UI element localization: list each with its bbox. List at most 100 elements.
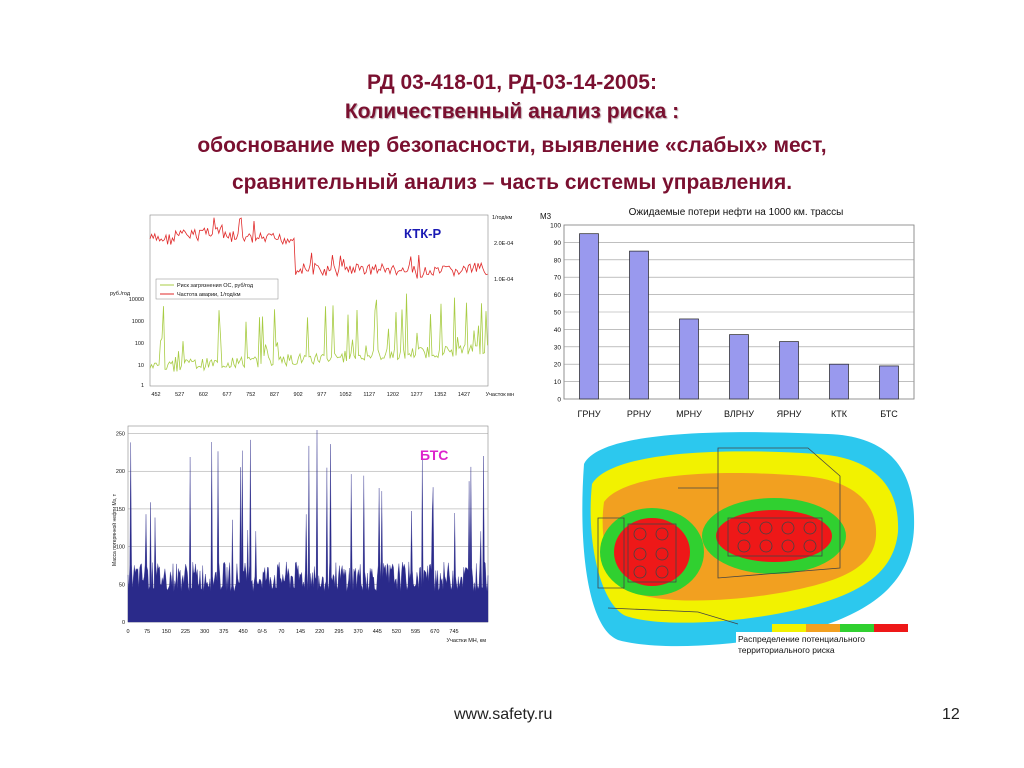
bar-ytick-label: 30 (554, 344, 562, 351)
bar-ytick-label: 20 (554, 362, 562, 369)
bts-xtick-label: 220 (315, 629, 324, 635)
footer-url[interactable]: www.safety.ru (454, 706, 553, 723)
risk-map-caption-line2: территориального риска (738, 645, 835, 655)
bts-label: БТС (420, 447, 448, 463)
risk-map-svg: Распределение потенциального территориал… (582, 432, 915, 658)
ktk-xtick-label: 977 (317, 392, 326, 398)
bts-xtick-label: 670 (430, 629, 439, 635)
ktk-ytick-left: 10 (138, 363, 144, 369)
ktk-xtick-label: 1052 (339, 392, 351, 398)
bar-category-label: РРНУ (627, 409, 652, 419)
bts-ytick-label: 0 (122, 620, 125, 626)
risk-zone-red-left (614, 518, 690, 586)
ktk-chart-svg: Риск загрязнения ОС, руб/год Частота авар… (110, 214, 514, 398)
bts-xtick-label: 0 (126, 629, 129, 635)
bts-ylabel: Масса потерянной нефти Мз, т (111, 493, 118, 566)
bts-xtick-label: 370 (354, 629, 363, 635)
ktk-chart: Риск загрязнения ОС, руб/год Частота авар… (108, 213, 518, 403)
slide-title: РД 03-418-01, РД-03-14-2005: Количествен… (0, 68, 1024, 200)
bar-category-label: ГРНУ (577, 409, 600, 419)
bts-ytick-label: 200 (116, 469, 125, 475)
bts-xtick-label: 520 (392, 629, 401, 635)
title-main: Количественный анализ риска : (344, 100, 680, 123)
ktk-xtick-label: 602 (199, 392, 208, 398)
bar-ytick-label: 70 (554, 275, 562, 282)
ktk-ytick-right: 1.0E-04 (494, 277, 513, 283)
bts-chart-svg: 0 50 100 150 200 250 БТС Масса потерянной нефти… (111, 425, 489, 644)
bar-category-label: КТК (831, 409, 848, 419)
bts-chart: 0 50 100 150 200 250 БТС Масса потерянной нефти… (108, 420, 494, 650)
risk-map: Распределение потенциального территориал… (578, 428, 918, 658)
bar-ytick-label: 50 (554, 310, 562, 317)
ktk-ytick-right: 2.0E-04 (494, 241, 513, 247)
bts-xtick-label: 225 (181, 629, 190, 635)
bar-category-label: МРНУ (676, 409, 702, 419)
ktk-xtick-label: 1127 (363, 392, 375, 398)
ktk-legend-box (155, 278, 279, 300)
ktk-ytick-left: 1 (141, 383, 144, 389)
bar-ytick-label: 0 (557, 397, 561, 404)
page-number: 12 (942, 706, 960, 723)
ktk-xtick-label: 1352 (434, 392, 446, 398)
ktk-ylabel-right: 1/год/км (492, 215, 513, 221)
bts-xtick-label: 375 (219, 629, 228, 635)
title-regulations: РД 03-418-01, РД-03-14-2005: (367, 71, 657, 94)
bar-category-label: БТС (880, 409, 898, 419)
caption-box (736, 632, 914, 658)
site-layout-overlay (597, 447, 841, 625)
risk-scale-bar (738, 624, 908, 632)
ktk-xlabel: Участок мн (486, 392, 514, 398)
bts-xlabel: Участки МН, км (447, 638, 487, 644)
ktk-plot-area (149, 214, 489, 387)
ktk-legend: Риск загрязнения ОС, руб/год Частота авар… (155, 278, 279, 300)
bts-ytick-label: 100 (116, 545, 125, 551)
bar-4 (729, 334, 749, 400)
ktk-ylabel-left: руб./год (110, 291, 131, 297)
bar-chart-svg: Ожидаемые потери нефти на 1000 км. трасс… (540, 206, 915, 419)
bar-5 (779, 341, 799, 400)
bar-ytick-label: 40 (554, 327, 562, 334)
ktk-xtick-label: 1202 (387, 392, 399, 398)
bar-ytick-label: 60 (554, 292, 562, 299)
bar-6 (829, 363, 849, 400)
ktk-xtick-label: 827 (270, 392, 279, 398)
bts-xtick-label: 75 (144, 629, 150, 635)
bts-xtick-label: 595 (411, 629, 420, 635)
ktk-ytick-left: 100 (135, 341, 144, 347)
ktk-label: КТК-Р (404, 226, 441, 241)
ktk-pollution-risk-line (149, 293, 488, 372)
bar-7 (879, 365, 899, 400)
risk-map-caption-line1: Распределение потенциального (738, 634, 865, 644)
ktk-frequency-line (149, 217, 488, 279)
bts-xtick-label: 150 (162, 629, 171, 635)
bts-xtick-label: 0/-5 (257, 629, 266, 635)
ktk-legend-label: Частота аварии, 1/год/км (177, 292, 241, 298)
ktk-xtick-label: 677 (222, 392, 231, 398)
bts-xtick-label: 300 (200, 629, 209, 635)
title-subtitle-line1: обоснование мер безопасности, выявление … (197, 134, 827, 157)
bts-xtick-label: 445 (373, 629, 382, 635)
bar-3 (679, 318, 699, 400)
bts-ytick-label: 150 (116, 507, 125, 513)
ktk-xtick-label: 1277 (410, 392, 422, 398)
bar-chart-title: Ожидаемые потери нефти на 1000 км. трасс… (629, 206, 844, 218)
bar-ytick-label: 90 (554, 240, 562, 247)
bar-category-label: ЯРНУ (777, 409, 802, 419)
bar-1 (579, 233, 599, 400)
bar-2 (629, 250, 649, 400)
bar-ytick-label: 10 (554, 379, 562, 386)
ktk-xtick-label: 527 (175, 392, 184, 398)
bts-xtick-label: 70 (278, 629, 284, 635)
bar-chart-ylabel: М3 (540, 212, 552, 221)
ktk-xtick-label: 902 (294, 392, 303, 398)
ktk-legend-label: Риск загрязнения ОС, руб/год (177, 283, 254, 289)
ktk-xtick-label: 452 (151, 392, 160, 398)
bar-category-label: ВЛРНУ (724, 409, 754, 419)
bts-oil-mass-series (127, 429, 489, 623)
risk-zone-red-right (716, 510, 832, 562)
bts-xtick-label: 295 (334, 629, 343, 635)
bts-xtick-label: 145 (296, 629, 305, 635)
ktk-ytick-left: 10000 (129, 297, 144, 303)
ktk-xtick-label: 752 (246, 392, 255, 398)
bts-ytick-label: 250 (116, 432, 125, 438)
